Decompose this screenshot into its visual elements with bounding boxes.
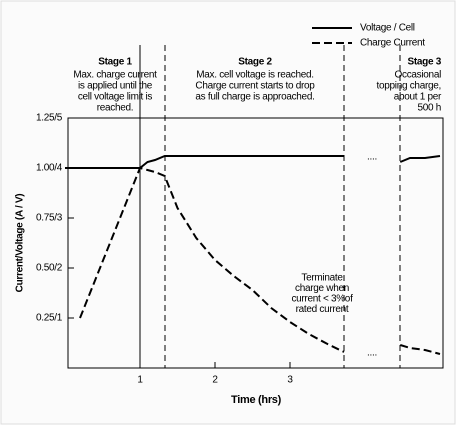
stage-text: cell voltage limit is (78, 92, 153, 103)
annotation: charge when (295, 283, 349, 294)
stage-text: about 1 per (394, 92, 442, 103)
stage-title: Stage 1 (98, 57, 132, 68)
y-tick-label: 0.75/3 (36, 213, 63, 224)
stage-text: reached. (97, 103, 134, 114)
stage-text: as full charge is approached. (195, 92, 314, 103)
y-axis-label: Current/Voltage (A / V) (15, 194, 26, 293)
stage-text: topping charge, (377, 81, 441, 92)
stage-text: 500 h (417, 103, 441, 114)
y-tick-label: 1.25/5 (36, 113, 63, 124)
stage-text: Charge current starts to drop (195, 81, 315, 92)
x-tick-label: 2 (212, 375, 218, 386)
gap-mark: .... (367, 348, 377, 359)
plot-frame (67, 117, 444, 369)
stage-title: Stage 3 (408, 57, 442, 68)
stage-title: Stage 2 (238, 57, 272, 68)
annotation: Terminate (301, 273, 343, 284)
stage-text: Max. charge current (73, 70, 157, 81)
x-tick-label: 3 (287, 375, 293, 386)
legend-label: Charge Current (360, 38, 425, 49)
stage-text: is applied until the (78, 81, 153, 92)
y-tick-label: 0.25/1 (36, 313, 63, 324)
annotation: current < 3%of (291, 294, 353, 305)
annotation: rated current (296, 304, 349, 315)
stage-text: Max. cell voltage is reached. (196, 70, 313, 81)
series-line (65, 155, 441, 169)
gap-mark: .... (367, 152, 377, 163)
stage-text: Occasional (395, 70, 442, 81)
x-tick-label: 1 (137, 375, 143, 386)
legend-label: Voltage / Cell (360, 23, 415, 34)
y-tick-label: 0.50/2 (36, 263, 63, 274)
y-tick-label: 1.00/4 (36, 163, 63, 174)
series-line (79, 166, 441, 355)
x-axis-label: Time (hrs) (231, 394, 282, 406)
